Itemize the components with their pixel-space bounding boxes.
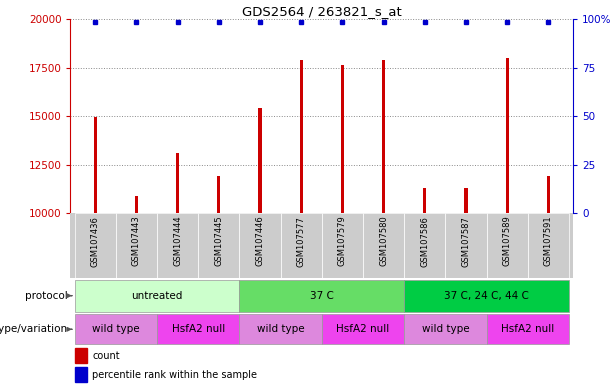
Bar — [157, 314, 240, 344]
Bar — [487, 314, 569, 344]
Bar — [322, 314, 404, 344]
Text: count: count — [92, 351, 120, 361]
Bar — [116, 213, 157, 278]
Bar — [75, 314, 157, 344]
Bar — [258, 108, 262, 213]
Bar — [404, 314, 487, 344]
Text: HsfA2 null: HsfA2 null — [337, 324, 390, 334]
Text: HsfA2 null: HsfA2 null — [172, 324, 225, 334]
Bar — [446, 213, 487, 278]
Text: GSM107445: GSM107445 — [215, 216, 223, 266]
Text: GSM107579: GSM107579 — [338, 216, 347, 266]
Text: GSM107444: GSM107444 — [173, 216, 182, 266]
Bar — [341, 65, 344, 213]
Bar — [240, 213, 281, 278]
Bar — [217, 176, 221, 213]
Bar — [547, 176, 550, 213]
Bar — [240, 314, 322, 344]
Title: GDS2564 / 263821_s_at: GDS2564 / 263821_s_at — [242, 5, 402, 18]
Text: GSM107577: GSM107577 — [297, 216, 306, 266]
Bar — [300, 60, 303, 213]
Bar — [322, 213, 363, 278]
Text: wild type: wild type — [257, 324, 305, 334]
Text: GSM107443: GSM107443 — [132, 216, 141, 266]
Bar — [176, 153, 179, 213]
Bar — [404, 213, 446, 278]
Bar — [465, 188, 468, 213]
Bar — [240, 280, 404, 311]
Text: GSM107591: GSM107591 — [544, 216, 553, 266]
Bar — [487, 213, 528, 278]
Bar — [75, 213, 116, 278]
Text: HsfA2 null: HsfA2 null — [501, 324, 554, 334]
Bar — [528, 213, 569, 278]
Text: GSM107436: GSM107436 — [91, 216, 100, 266]
Bar — [382, 60, 386, 213]
Text: GSM107446: GSM107446 — [256, 216, 265, 266]
Text: 37 C: 37 C — [310, 291, 333, 301]
Text: untreated: untreated — [131, 291, 183, 301]
Text: 37 C, 24 C, 44 C: 37 C, 24 C, 44 C — [444, 291, 529, 301]
Bar — [423, 188, 427, 213]
Bar — [281, 213, 322, 278]
Bar — [363, 213, 404, 278]
Text: genotype/variation: genotype/variation — [0, 324, 68, 334]
Bar — [75, 348, 87, 363]
Bar — [506, 58, 509, 213]
Text: protocol: protocol — [25, 291, 68, 301]
Text: GSM107587: GSM107587 — [462, 216, 471, 266]
Bar — [135, 196, 138, 213]
Bar — [157, 213, 198, 278]
Text: GSM107586: GSM107586 — [421, 216, 429, 266]
Text: GSM107580: GSM107580 — [379, 216, 388, 266]
Text: percentile rank within the sample: percentile rank within the sample — [92, 370, 257, 380]
Bar — [94, 117, 97, 213]
Text: wild type: wild type — [92, 324, 140, 334]
Text: wild type: wild type — [422, 324, 469, 334]
Bar — [198, 213, 240, 278]
Text: GSM107589: GSM107589 — [503, 216, 512, 266]
Bar — [75, 367, 87, 382]
Bar — [75, 280, 240, 311]
Bar — [404, 280, 569, 311]
